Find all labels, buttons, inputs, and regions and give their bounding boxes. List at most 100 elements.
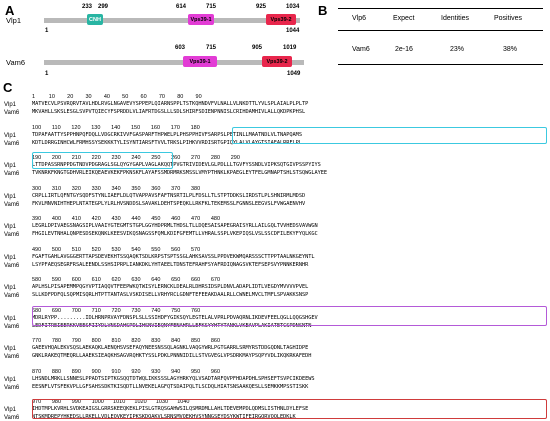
panel-c-letter: C bbox=[3, 80, 13, 95]
seq1-sequence-row: LHSNDLMRKLLSNNESLPPADTSIPTKGSQQTDTWQLIKK… bbox=[32, 375, 315, 382]
table-cell-1: 2e-16 bbox=[395, 46, 413, 53]
vlp1-vps39-2-label: Vps39-2 bbox=[270, 16, 292, 23]
seq1-row-name: Vlp1 bbox=[4, 163, 17, 169]
table-bottom-rule bbox=[338, 64, 543, 65]
panel-b-letter: B bbox=[318, 3, 328, 18]
seq2-row-name: Vam6 bbox=[4, 201, 20, 208]
vam6-vps39-1-domain: Vps39-1 bbox=[183, 56, 217, 67]
vam6-vps39-1-label: Vps39-1 bbox=[189, 58, 211, 65]
seq1-sequence-row: CRPLLIRTLQFNTGYSQDFSTYNLIAEFLDLQTVAPPAVS… bbox=[32, 192, 306, 199]
vlp1-vps39-1-to: 715 bbox=[206, 4, 217, 10]
seq1-row-name: Vlp1 bbox=[4, 315, 17, 322]
seq1-row-name: Vlp1 bbox=[4, 132, 17, 139]
seq1-sequence-row: IHDTMPLKVRHLSVDKEAIGSLGRRSKEEQKEKLPISLGT… bbox=[32, 406, 309, 412]
seq2-sequence-row: KDTLDRRGINHCWLFRMHSSYSEKKKTYLISYNTIARSFT… bbox=[32, 139, 302, 146]
seq1-row-name: Vlp1 bbox=[4, 407, 17, 413]
alignment-ruler: 190 200 210 220 230 240 250 260 270 280 … bbox=[32, 155, 240, 161]
seq1-row-name: Vlp1 bbox=[4, 102, 17, 108]
vam6-start: 1 bbox=[45, 71, 49, 77]
seq1-sequence-row: TDPAFAATTYSPPHNPQFDQLLVDGCRKIVVFGASPARFT… bbox=[32, 131, 302, 138]
seq2-sequence-row: SLLKDFPDFQLSQPMISQRLHTPTTANTASLVSKDISELL… bbox=[32, 292, 309, 298]
vam6-end: 1049 bbox=[287, 71, 301, 77]
alignment-ruler: 100 110 120 130 140 150 160 170 180 bbox=[32, 124, 200, 131]
vam6-vps39-2-label: Vps39-2 bbox=[266, 58, 288, 65]
seq1-sequence-row: APLHSLPISAPEMMPQGYVPTIAQQVTFEEPWKQTWISYL… bbox=[32, 284, 309, 290]
alignment-ruler: 680 690 700 710 720 730 740 750 760 bbox=[32, 307, 201, 314]
seq2-sequence-row: GNKLRAKEQTMEQRLLAAEKSIEAQKHSAGVRQHKTYSSL… bbox=[32, 353, 312, 359]
cnh-region-box bbox=[232, 127, 547, 144]
vps39-2-region-box bbox=[32, 399, 547, 419]
seq1-row-name: Vlp1 bbox=[4, 224, 17, 230]
seq1-row-name: Vlp1 bbox=[4, 376, 17, 383]
alignment-ruler: 770 780 790 800 810 820 830 840 850 860 bbox=[32, 338, 221, 344]
seq1-sequence-row: GAEEVHQALEKVSQSLAEKAQKLAENQHSVSEFAQYNEES… bbox=[32, 345, 309, 351]
table-top-rule bbox=[338, 8, 543, 9]
table-header-3: Positives bbox=[494, 15, 523, 22]
vlp1-cnh-to: 299 bbox=[98, 4, 109, 10]
seq2-sequence-row: NTSKMDREPYHKEDSLLRKELLVDLEQVKEYIPKSKDQAK… bbox=[32, 414, 296, 420]
vlp1-cnh-label: CNH bbox=[89, 16, 101, 23]
seq1-row-name: Vlp1 bbox=[4, 193, 17, 200]
vlp1-vps39-2-from: 925 bbox=[256, 4, 267, 10]
seq2-sequence-row: LSYPFAEQSEGRFRSALEENDLSSHSIPRPLIANKDKLYH… bbox=[32, 261, 309, 268]
table-header-1: Expect bbox=[393, 15, 415, 22]
seq1-row-name: Vlp1 bbox=[4, 254, 17, 261]
seq2-row-name: Vam6 bbox=[4, 293, 20, 299]
vlp1-bar bbox=[44, 18, 300, 23]
table-header-2: Identities bbox=[441, 15, 470, 22]
seq1-sequence-row: FGAFTGAHLAVGGGERTTAPSDEVEKHTSSQAQKTSDLKR… bbox=[32, 253, 315, 260]
alignment-ruler: 580 590 600 610 620 630 640 650 660 670 bbox=[32, 277, 221, 283]
table-header-0: Vlp6 bbox=[352, 15, 367, 22]
vlp1-vps39-1-domain: Vps39-1 bbox=[188, 14, 214, 25]
vlp1-end: 1044 bbox=[286, 28, 300, 34]
seq1-row-name: Vlp1 bbox=[4, 285, 17, 291]
vam6-vps39-2-from: 905 bbox=[252, 45, 263, 51]
alignment-ruler: 870 880 890 900 910 920 930 940 950 960 bbox=[32, 368, 221, 375]
table-cell-2: 23% bbox=[450, 46, 465, 53]
vam6-name: Vam6 bbox=[6, 58, 26, 67]
vlp1-cnh-from: 233 bbox=[82, 4, 93, 10]
vam6-vps39-2-domain: Vps39-2 bbox=[262, 56, 292, 67]
seq2-row-name: Vam6 bbox=[4, 140, 20, 147]
vlp1-cnh-domain: CNH bbox=[87, 14, 103, 25]
vlp1-name: Vlp1 bbox=[6, 16, 22, 25]
seq2-sequence-row: EESNFLVTSFEKVPLLGFSAHSSDKTKISQDTLLNVEKEL… bbox=[32, 383, 309, 390]
vam6-bar bbox=[44, 60, 304, 65]
panel-a-letter: A bbox=[5, 3, 15, 18]
seq1-sequence-row: MATVECVLPSVRQRVTAVLHDLRVGLNGAVEVYSPPEPLQ… bbox=[32, 101, 309, 107]
cnh-region-box-2 bbox=[32, 152, 173, 169]
table-cell-3: 38% bbox=[503, 46, 518, 53]
seq2-row-name: Vam6 bbox=[4, 232, 20, 238]
table-cell-0: Vam6 bbox=[352, 46, 370, 53]
alignment-ruler: 300 310 320 330 340 350 360 370 380 bbox=[32, 185, 201, 192]
vlp1-vps39-1-from: 614 bbox=[176, 4, 187, 10]
vlp1-vps39-1-label: Vps39-1 bbox=[190, 16, 212, 23]
sequence-alignment: 1 10 20 30 40 50 60 70 80 90 Vlp1 MATVECVL… bbox=[0, 94, 550, 421]
alignment-ruler: 490 500 510 520 530 540 550 560 570 bbox=[32, 246, 201, 253]
alignment-ruler: 970 980 990 1000 1010 1020 1030 1040 bbox=[32, 399, 190, 405]
seq2-sequence-row: FKVLMNVNIHTHEPLNTATEGPLYLRLHVSNDDSLSAVAK… bbox=[32, 200, 306, 207]
seq2-row-name: Vam6 bbox=[4, 354, 20, 360]
alignment-ruler: 390 400 410 420 430 440 450 460 470 480 bbox=[32, 216, 221, 222]
seq2-row-name: Vam6 bbox=[4, 110, 20, 116]
seq2-row-name: Vam6 bbox=[4, 323, 20, 330]
seq2-row-name: Vam6 bbox=[4, 415, 20, 421]
vps39-1-region-box bbox=[32, 306, 547, 326]
seq1-sequence-row: MDRLRYPP.........IDLHRNPRVAYFDNSPLSLLSSI… bbox=[32, 314, 318, 321]
vlp1-start: 1 bbox=[45, 28, 49, 34]
seq2-row-name: Vam6 bbox=[4, 171, 20, 177]
seq2-sequence-row: MKVAHLLSKSLESGLSVPVTQIECYFSPRDDLVLIAFRTD… bbox=[32, 109, 306, 115]
vam6-vps39-1-from: 603 bbox=[175, 45, 186, 51]
table-mid-rule bbox=[338, 30, 543, 31]
seq1-sequence-row: LEGRLDPIVAEGSNAGSIPLVAAIYGTEGMTSTGPLGGYH… bbox=[32, 223, 318, 229]
seq2-sequence-row: FHGILEVTNHALQNPESDSEKQNKLKEESVIKQSNAGSSF… bbox=[32, 231, 318, 237]
alignment-ruler: 1 10 20 30 40 50 60 70 80 90 bbox=[32, 94, 202, 100]
vam6-vps39-2-to: 1019 bbox=[283, 45, 297, 51]
vlp1-vps39-2-domain: Vps39-2 bbox=[266, 14, 296, 25]
seq2-row-name: Vam6 bbox=[4, 384, 20, 391]
seq2-sequence-row: TVKNRKFKNGTGDHVRLEIKQEAEVKEKFPKNSKFLAYAF… bbox=[32, 170, 328, 176]
vlp1-vps39-2-to: 1034 bbox=[286, 4, 300, 10]
seq1-row-name: Vlp1 bbox=[4, 346, 17, 352]
seq1-sequence-row: LTTDPASSRNPPDGTNDVPDGRAGLSGLQYGYGAPLVAGL… bbox=[32, 162, 321, 168]
vam6-vps39-1-to: 715 bbox=[206, 45, 217, 51]
